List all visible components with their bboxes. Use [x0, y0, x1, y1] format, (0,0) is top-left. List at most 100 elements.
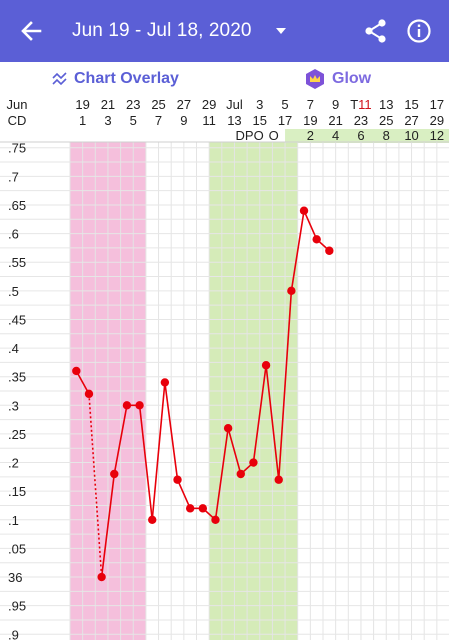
cd-label: 3	[104, 113, 111, 128]
glow-label: Glow	[332, 70, 372, 87]
chart-overlay-label: Chart Overlay	[74, 70, 179, 87]
date-label: 29	[202, 97, 216, 112]
temperature-point	[173, 475, 182, 484]
temperature-point	[287, 286, 296, 296]
date-range-title: Jun 19 - Jul 18, 2020	[72, 20, 252, 41]
date-label: 7	[307, 97, 314, 112]
y-tick-label: .75	[8, 141, 26, 156]
y-tick-label: .15	[8, 484, 26, 499]
series-line-segment	[100, 473, 116, 578]
date-label: 13	[379, 97, 393, 112]
chart-overlay-button[interactable]: Chart Overlay	[52, 70, 179, 88]
cd-label: 15	[253, 113, 267, 128]
date-label: 23	[126, 97, 140, 112]
y-tick-label: .05	[8, 541, 26, 556]
y-tick-label: .45	[8, 312, 26, 327]
temperature-point	[185, 504, 195, 513]
share-button[interactable]	[362, 17, 390, 45]
y-tick-label: .2	[8, 456, 19, 471]
y-tick-label: .3	[8, 398, 19, 413]
y-tick-label: .9	[8, 627, 19, 640]
info-icon	[407, 19, 431, 43]
temperature-point	[325, 246, 334, 255]
date-label: 9	[332, 97, 339, 112]
series-line-segment	[138, 405, 154, 520]
temperature-point	[122, 401, 132, 410]
cd-label: 25	[379, 113, 393, 128]
cd-label: 5	[130, 113, 137, 128]
month-label: Jun	[7, 97, 28, 112]
dpo-label: 10	[404, 128, 418, 143]
y-tick-label: .35	[8, 370, 26, 385]
date-label: 5	[281, 97, 288, 112]
date-label: 27	[177, 97, 191, 112]
date-label: 3	[256, 97, 263, 112]
dpo-label: 2	[307, 128, 314, 143]
date-label: 21	[101, 97, 115, 112]
temperature-point	[72, 366, 81, 376]
dpo-row-shading	[285, 129, 449, 143]
y-tick-label: .5	[8, 284, 19, 299]
series-line-segment	[214, 428, 229, 520]
cd-label: 13	[227, 113, 241, 128]
series-line-segment	[290, 210, 305, 291]
cd-label: 9	[180, 113, 187, 128]
y-tick-label: .7	[8, 169, 19, 184]
date-label: 25	[151, 97, 165, 112]
y-tick-label: .95	[8, 599, 26, 614]
cd-label: 27	[404, 113, 418, 128]
top-app-bar: Jun 19 - Jul 18, 2020	[0, 0, 449, 62]
arrow-left-icon	[21, 21, 42, 41]
chart-overlay-icon	[52, 72, 67, 86]
cd-label: 11	[202, 113, 216, 128]
temperature-point	[160, 378, 170, 387]
series-line-segment	[265, 365, 280, 480]
cd-row-label: CD	[8, 113, 27, 128]
cd-label: 29	[430, 113, 444, 128]
dpo-label: 8	[383, 128, 390, 143]
glow-crown-icon	[306, 69, 324, 89]
y-tick-label: .55	[8, 255, 26, 270]
series-line-segment	[227, 427, 242, 475]
date-label: 17	[430, 97, 444, 112]
cd-label: 17	[278, 113, 292, 128]
info-button[interactable]	[405, 17, 433, 45]
share-icon	[365, 19, 386, 43]
temperature-point	[135, 401, 144, 410]
y-tick-label: .1	[8, 513, 19, 528]
temperature-point	[274, 475, 283, 484]
temperature-point	[84, 389, 94, 399]
temperature-point	[148, 515, 157, 524]
temperature-point	[261, 361, 271, 370]
series-line-segment	[88, 393, 103, 578]
y-tick-label: .6	[8, 227, 19, 242]
chart-toolbar: Chart Overlay Glow	[0, 62, 449, 96]
glow-button[interactable]: Glow	[304, 68, 371, 90]
ovulation-marker: O	[269, 128, 279, 143]
date-range-selector[interactable]: Jun 19 - Jul 18, 2020	[72, 17, 288, 45]
temperature-point	[211, 515, 220, 524]
cd-label: 23	[354, 113, 368, 128]
series-line-segment	[75, 370, 90, 395]
dpo-label: 4	[332, 128, 339, 143]
temperature-point	[97, 572, 106, 582]
date-label: 19	[75, 97, 89, 112]
temperature-point	[198, 504, 208, 513]
series-line-segment	[164, 382, 179, 480]
series-line-segment	[277, 290, 293, 480]
temperature-chart[interactable]: JunCD1912132352572792911Jul1331551771929…	[0, 96, 449, 640]
dpo-label: 12	[430, 128, 444, 143]
caret-down-icon	[275, 28, 286, 34]
series-line-segment	[303, 210, 318, 240]
temperature-point	[249, 458, 258, 467]
y-tick-label: .25	[8, 427, 26, 442]
y-tick-label: 36	[8, 570, 22, 585]
cd-label: 1	[79, 113, 86, 128]
y-tick-label: .65	[8, 198, 26, 213]
temperature-point	[236, 469, 245, 479]
temperature-point	[110, 469, 119, 479]
cd-label: 21	[328, 113, 342, 128]
temperature-point	[223, 424, 233, 433]
back-button[interactable]	[16, 17, 46, 45]
series-line-segment	[252, 365, 267, 463]
